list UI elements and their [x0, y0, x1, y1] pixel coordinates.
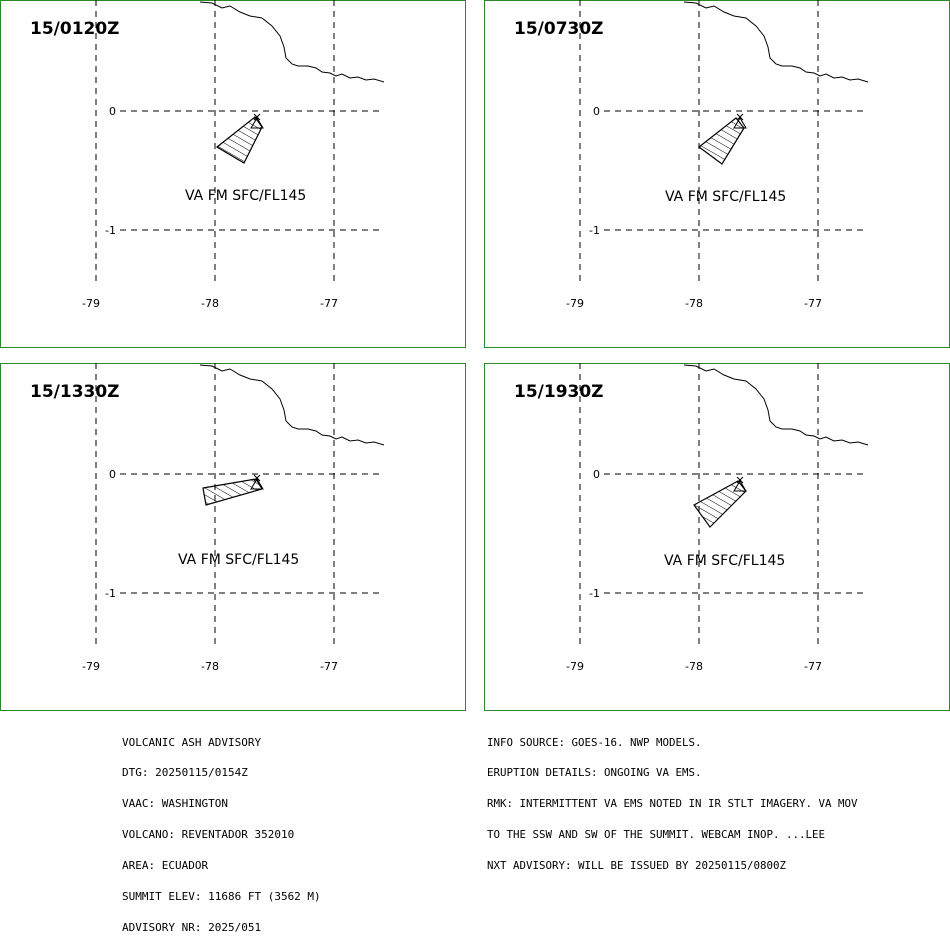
panel-frame: [484, 363, 950, 711]
panel-title: 15/1930Z: [514, 382, 604, 402]
advisory-line: SUMMIT ELEV: 11686 FT (3562 M): [122, 890, 321, 904]
va-label: VA FM SFC/FL145: [664, 553, 785, 569]
lat-label-1: -1: [589, 224, 600, 237]
panel-title: 15/0730Z: [514, 19, 604, 39]
lon-label-79: -79: [566, 297, 584, 310]
ash-plume: [215, 116, 263, 164]
volcano-icon: [250, 474, 264, 490]
volcano-icon: [733, 113, 747, 129]
advisory-line: AREA: ECUADOR: [122, 859, 209, 873]
lon-label-78: -78: [685, 660, 703, 673]
advisory-line: VOLCANO: REVENTADOR 352010: [122, 828, 295, 842]
volcano-icon: [733, 476, 747, 492]
map-panel-4: 15/1930Z VA FM SFC/FL145 0 -1 -79 -78 -7…: [484, 363, 950, 711]
lat-label-0: 0: [109, 105, 116, 118]
grid-lines: [95, 363, 384, 648]
advisory-header-block: VOLCANIC ASH ADVISORY DTG: 20250115/0154…: [122, 717, 321, 944]
lon-label-79: -79: [82, 660, 100, 673]
va-label: VA FM SFC/FL145: [185, 188, 306, 204]
coastline: [683, 364, 869, 446]
va-label: VA FM SFC/FL145: [665, 189, 786, 205]
lon-label-77: -77: [804, 297, 822, 310]
coastline: [683, 1, 869, 83]
lon-label-77: -77: [320, 297, 338, 310]
volcano-icon: [250, 113, 264, 129]
advisory-line: TO THE SSW AND SW OF THE SUMMIT. WEBCAM …: [487, 828, 826, 842]
lon-label-78: -78: [201, 297, 219, 310]
lon-label-79: -79: [566, 660, 584, 673]
lat-label-1: -1: [589, 587, 600, 600]
panel-frame: [0, 0, 466, 348]
lon-label-77: -77: [320, 660, 338, 673]
advisory-line: VAAC: WASHINGTON: [122, 797, 228, 811]
panel-title: 15/1330Z: [30, 382, 120, 402]
coastline: [199, 1, 385, 83]
lat-label-1: -1: [105, 587, 116, 600]
map-panel-2: 15/0730Z VA FM SFC/FL145 0 -1 -79 -78 -7…: [484, 0, 950, 348]
lon-label-79: -79: [82, 297, 100, 310]
ash-plume: [202, 478, 263, 506]
coastline: [199, 364, 385, 446]
map-panel-3: 15/1330Z VA FM SFC/FL145 0 -1 -79 -78 -7…: [0, 363, 466, 711]
grid-lines: [95, 0, 384, 285]
lon-label-78: -78: [685, 297, 703, 310]
advisory-remarks-block: INFO SOURCE: GOES-16. NWP MODELS. ERUPTI…: [487, 717, 858, 882]
va-label: VA FM SFC/FL145: [178, 552, 299, 568]
lon-label-78: -78: [201, 660, 219, 673]
panel-title: 15/0120Z: [30, 19, 120, 39]
ash-plume: [698, 117, 745, 165]
panel-frame: [484, 0, 950, 348]
advisory-line: DTG: 20250115/0154Z: [122, 766, 248, 780]
lat-label-1: -1: [105, 224, 116, 237]
panel-frame: [0, 363, 466, 711]
lat-label-0: 0: [593, 468, 600, 481]
advisory-line: NXT ADVISORY: WILL BE ISSUED BY 20250115…: [487, 859, 787, 873]
advisory-line: INFO SOURCE: GOES-16. NWP MODELS.: [487, 735, 702, 749]
grid-lines: [579, 0, 868, 285]
advisory-line: ERUPTION DETAILS: ONGOING VA EMS.: [487, 766, 702, 780]
advisory-line: VOLCANIC ASH ADVISORY: [122, 735, 262, 749]
lon-label-77: -77: [804, 660, 822, 673]
grid-lines: [579, 363, 868, 648]
advisory-line: RMK: INTERMITTENT VA EMS NOTED IN IR STL…: [487, 797, 858, 811]
advisory-line: ADVISORY NR: 2025/051: [122, 920, 262, 934]
ash-plume: [693, 480, 747, 528]
lat-label-0: 0: [109, 468, 116, 481]
map-panel-1: 15/0120Z VA FM SFC/FL145 0 -1 -79 -78 -7…: [0, 0, 466, 348]
lat-label-0: 0: [593, 105, 600, 118]
